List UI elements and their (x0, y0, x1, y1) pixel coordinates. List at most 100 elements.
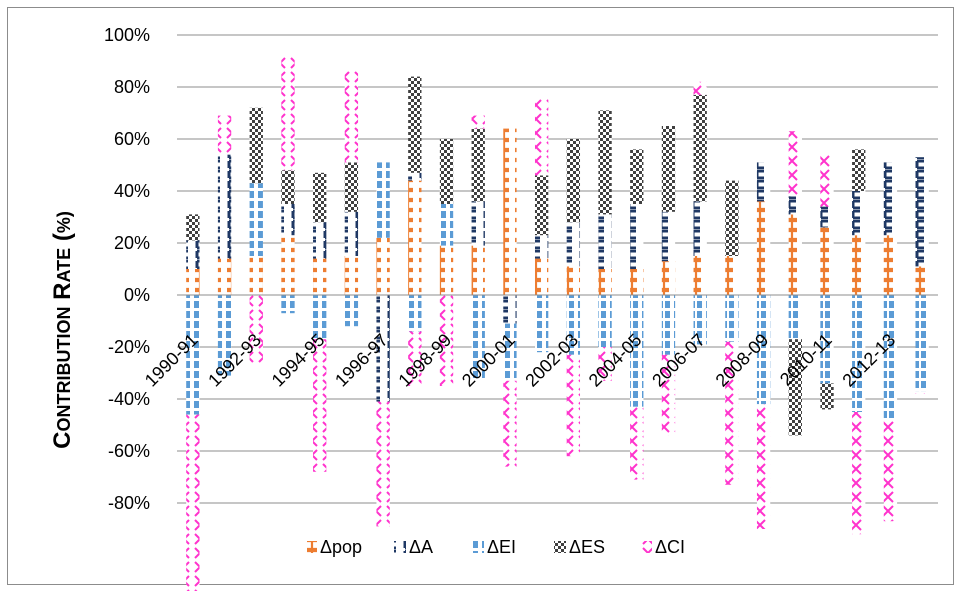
bar-segment (281, 170, 295, 204)
bar-segment (566, 295, 581, 355)
bar-segment (661, 295, 676, 355)
bar-segment (883, 162, 898, 236)
bar-segment (630, 149, 644, 204)
legend-item: Δpop (305, 537, 362, 557)
legend-label: ΔA (409, 537, 433, 557)
bar-segment (661, 211, 676, 262)
bar-segment (408, 180, 422, 295)
bar-segment (534, 175, 549, 236)
bar-segment (503, 380, 517, 467)
legend-swatch (554, 541, 566, 553)
bar-segment (503, 323, 517, 381)
legend-item: ΔCI (640, 537, 685, 557)
legend-swatch (305, 541, 317, 553)
bar-segment (186, 269, 200, 295)
bar-segment (566, 266, 581, 295)
bar-segment (661, 354, 676, 436)
y-tick-label: -20% (108, 337, 150, 357)
bar-segment (725, 256, 739, 295)
bar-segment (249, 256, 263, 295)
bars (186, 55, 929, 591)
bar-segment (756, 404, 771, 529)
gridlines (177, 34, 938, 504)
bar-segment (598, 347, 612, 381)
bar-segment (661, 261, 676, 295)
bar-segment (471, 201, 485, 246)
bar-segment (883, 419, 898, 522)
bar-segment (788, 131, 802, 197)
bar-segment (344, 211, 359, 256)
bar-segment (186, 240, 200, 269)
bar-segment (820, 154, 834, 207)
bar-segment (217, 295, 232, 376)
y-tick-label: 0% (124, 285, 150, 305)
y-tick-label: -60% (108, 441, 150, 461)
bar-segment (376, 237, 390, 295)
bar-segment (598, 214, 612, 269)
bar-segment (820, 227, 834, 295)
bar-segment (788, 339, 802, 436)
bar-segment (313, 295, 327, 340)
bar-segment (534, 235, 549, 259)
bar-segment (281, 235, 295, 295)
bar-segment (186, 414, 200, 591)
bar-segment (408, 295, 422, 332)
bar-segment (408, 172, 422, 181)
y-tick-label: 20% (114, 233, 150, 253)
bar-segment (630, 295, 644, 407)
legend-label: Δpop (320, 537, 362, 557)
bar-segment (820, 206, 834, 228)
legend-swatch (640, 541, 652, 553)
bar-segment (820, 383, 834, 410)
y-tick-label: -40% (108, 389, 150, 409)
bar-segment (820, 295, 834, 384)
bar-segment (693, 94, 707, 202)
bar-segment (630, 406, 644, 480)
bar-segment (788, 295, 802, 340)
bar-segment (725, 295, 739, 342)
x-tick-label: 2006-07 (648, 330, 709, 391)
bar-segment (725, 341, 739, 485)
bar-segment (756, 295, 771, 405)
bar-segment (566, 354, 581, 457)
bar-segment (883, 295, 898, 420)
bar-segment (566, 139, 581, 223)
legend: Δpop ΔA ΔEI ΔES ΔCI (305, 537, 685, 557)
legend-label: ΔEI (487, 537, 516, 557)
bar-segment (376, 295, 390, 402)
bar-segment (693, 201, 707, 256)
y-tick-label: -80% (108, 493, 150, 513)
bar-segment (598, 269, 612, 295)
bar-segment (598, 295, 612, 347)
legend-swatch (394, 541, 406, 553)
bar-segment (186, 214, 200, 241)
bar-segment (915, 295, 929, 392)
bar-segment (534, 258, 549, 295)
bar-segment (376, 162, 390, 238)
bar-segment (313, 339, 327, 472)
bar-segment (503, 128, 517, 295)
legend-label: ΔES (569, 537, 605, 557)
legend-swatch (472, 541, 484, 553)
y-tick-label: 40% (114, 181, 150, 201)
bar-segment (217, 258, 232, 295)
bar-segment (471, 128, 485, 202)
legend-item: ΔA (394, 537, 433, 557)
bar-segment (439, 204, 454, 246)
bar-segment (503, 295, 517, 324)
bar-segment (725, 180, 739, 256)
bar-segment (313, 258, 327, 295)
bar-segment (217, 115, 232, 155)
bar-segment (439, 295, 454, 386)
y-axis-label: CONTRIBUTION RATE (%) (49, 211, 76, 449)
bar-segment (344, 295, 359, 327)
bar-segment (852, 412, 866, 535)
bar-segment (852, 295, 866, 412)
bar-segment (852, 191, 866, 236)
legend-label: ΔCI (655, 537, 685, 557)
bar-segment (439, 139, 454, 204)
bar-segment (534, 295, 549, 353)
bar-segment (249, 295, 263, 363)
bar-segment (534, 97, 549, 176)
